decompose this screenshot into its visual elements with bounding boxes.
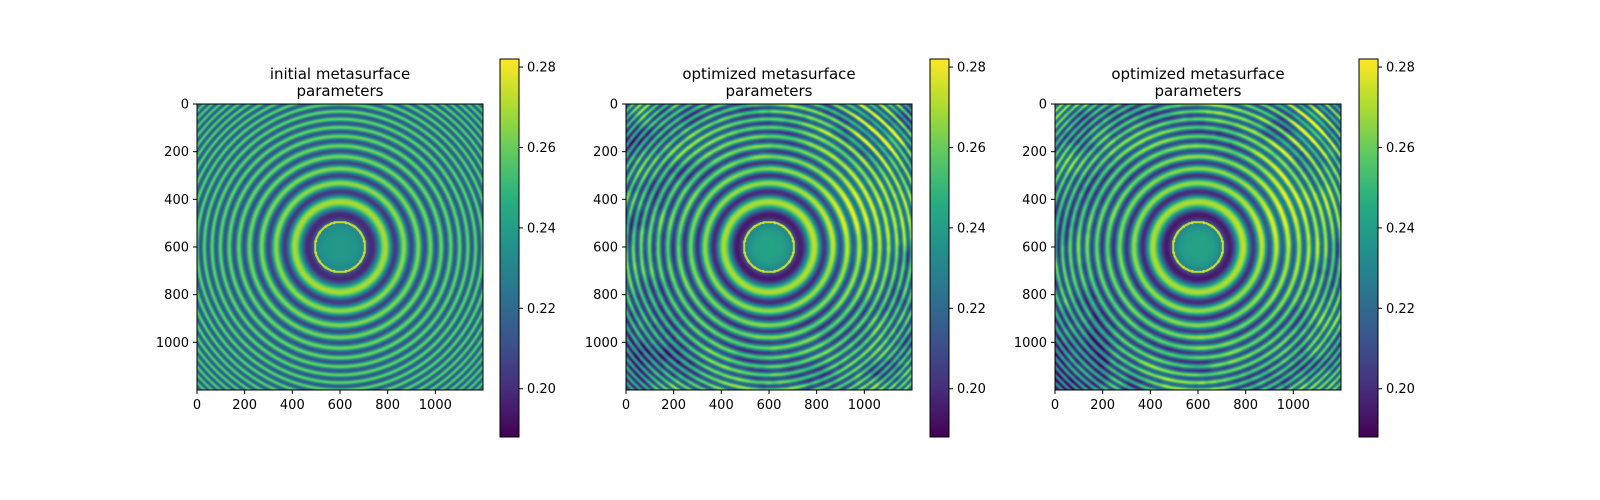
colorbar-tick-label: 0.22	[957, 302, 986, 317]
x-tick-label: 1000	[419, 398, 452, 413]
colorbar	[1359, 59, 1378, 437]
x-tick-label: 400	[709, 398, 734, 413]
y-tick-label: 1000	[585, 336, 618, 351]
colorbar	[930, 59, 949, 437]
y-tick-label: 0	[181, 98, 189, 113]
colorbar-tick-label: 0.24	[527, 221, 556, 236]
panel-3: optimized metasurface parameters 0 200 400 60…	[1014, 58, 1415, 438]
panel-title: optimized metasurface parameters	[1111, 65, 1284, 100]
y-tick-label: 800	[1022, 288, 1047, 303]
y-tick-label: 0	[610, 98, 618, 113]
y-tick-label: 600	[1022, 241, 1047, 256]
colorbar-tick-label: 0.20	[957, 382, 986, 397]
x-tick-label: 200	[232, 398, 257, 413]
y-tick-label: 0	[1039, 98, 1047, 113]
colorbar-tick-label: 0.24	[1386, 221, 1415, 236]
y-tick-label: 200	[164, 145, 189, 160]
x-tick-label: 1000	[848, 398, 881, 413]
y-tick-label: 400	[593, 193, 618, 208]
x-tick-label: 600	[328, 398, 353, 413]
y-tick-label: 400	[164, 193, 189, 208]
colorbar-frame	[929, 58, 950, 438]
x-tick-label: 1000	[1277, 398, 1310, 413]
y-tick-label: 600	[593, 241, 618, 256]
panel-title: initial metasurface parameters	[270, 65, 410, 100]
y-tick-label: 600	[164, 241, 189, 256]
colorbar-tick-label: 0.22	[527, 302, 556, 317]
colorbar-tick-label: 0.26	[1386, 141, 1415, 156]
colorbar-tick-label: 0.28	[957, 61, 986, 76]
colorbar	[500, 59, 519, 437]
colorbar-frame	[499, 58, 520, 438]
colorbar-tick-label: 0.28	[527, 61, 556, 76]
x-tick-label: 0	[193, 398, 201, 413]
panel-1: initial metasurface parameters 0 200 400 600 8…	[156, 58, 556, 438]
heatmap-image	[197, 104, 483, 390]
heatmap-image	[626, 104, 912, 390]
y-tick-label: 800	[164, 288, 189, 303]
colorbar-tick-label: 0.20	[1386, 382, 1415, 397]
colorbar-tick-label: 0.26	[527, 141, 556, 156]
y-tick-label: 1000	[156, 336, 189, 351]
y-tick-label: 1000	[1014, 336, 1047, 351]
x-tick-label: 0	[622, 398, 630, 413]
x-tick-label: 600	[757, 398, 782, 413]
x-tick-label: 800	[804, 398, 829, 413]
colorbar-tick-label: 0.20	[527, 382, 556, 397]
x-tick-label: 200	[661, 398, 686, 413]
x-tick-label: 600	[1186, 398, 1211, 413]
x-tick-label: 800	[1233, 398, 1258, 413]
x-tick-label: 200	[1090, 398, 1115, 413]
panel-title: optimized metasurface parameters	[682, 65, 855, 100]
y-tick-label: 200	[1022, 145, 1047, 160]
colorbar-tick-label: 0.28	[1386, 61, 1415, 76]
y-tick-label: 200	[593, 145, 618, 160]
colorbar-tick-label: 0.26	[957, 141, 986, 156]
x-tick-label: 0	[1051, 398, 1059, 413]
x-tick-label: 400	[280, 398, 305, 413]
colorbar-tick-label: 0.22	[1386, 302, 1415, 317]
heatmap-image	[1055, 104, 1341, 390]
y-tick-label: 800	[593, 288, 618, 303]
colorbar-frame	[1358, 58, 1379, 438]
panel-2: optimized metasurface parameters 0 200 400 60…	[585, 58, 986, 438]
y-tick-label: 400	[1022, 193, 1047, 208]
x-tick-label: 800	[375, 398, 400, 413]
colorbar-tick-label: 0.24	[957, 221, 986, 236]
x-tick-label: 400	[1138, 398, 1163, 413]
